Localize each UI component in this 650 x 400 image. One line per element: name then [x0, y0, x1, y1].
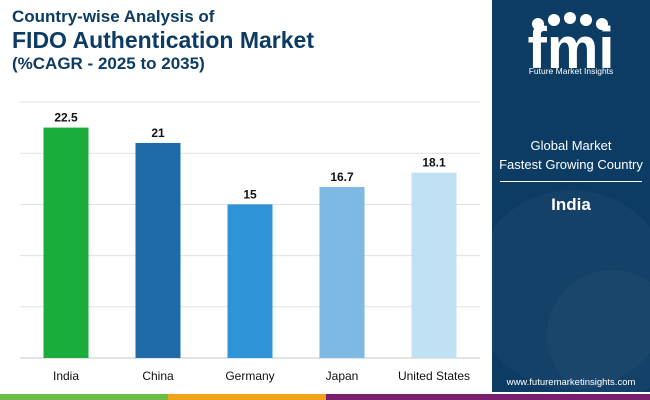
logo-dot-icon — [580, 14, 592, 26]
bottom-bar-segment — [326, 394, 650, 400]
bottom-bar-segment — [0, 394, 168, 400]
bar-chart: 22.5 India 21 China 15 Germany 16.7 Japan 18.1 Un… — [20, 101, 480, 383]
chart-title-line2: FIDO Authentication Market — [12, 27, 314, 53]
logo-dot-icon — [548, 14, 560, 26]
logo-dot-icon — [564, 12, 576, 24]
bar-united-states — [411, 172, 457, 358]
x-tick-label: Germany — [225, 369, 274, 383]
bar-value-label: 21 — [151, 126, 165, 140]
website-link[interactable]: www.futuremarketinsights.com — [506, 377, 636, 388]
bottom-bar-segment — [168, 394, 326, 400]
bar-value-label: 22.5 — [54, 111, 78, 125]
bottom-color-bar — [0, 394, 650, 400]
bar-india — [43, 127, 89, 358]
bar-japan — [319, 186, 365, 358]
chart-title-line1: Country-wise Analysis of — [12, 7, 215, 26]
bar-china — [135, 142, 181, 358]
logo-dot-icon — [532, 18, 544, 30]
bar-value-label: 16.7 — [330, 170, 354, 184]
chart-title-block: Country-wise Analysis of FIDO Authentica… — [12, 7, 482, 74]
x-tick-label: United States — [398, 369, 470, 383]
fastest-growing-country: India — [551, 195, 591, 214]
x-tick-label: India — [53, 369, 79, 383]
logo-dot-icon — [596, 18, 608, 30]
bar-value-label: 18.1 — [422, 156, 446, 170]
fmi-logo: fmi — [528, 12, 615, 78]
bar-value-label: 15 — [243, 187, 257, 201]
side-label-global-market: Global Market — [530, 138, 612, 153]
side-label-fastest-growing: Fastest Growing Country — [499, 157, 643, 172]
chart-subtitle: (%CAGR - 2025 to 2035) — [12, 54, 205, 73]
bar-germany — [227, 204, 273, 358]
divider — [500, 181, 642, 182]
x-tick-label: China — [142, 369, 174, 383]
x-tick-label: Japan — [326, 369, 359, 383]
side-panel: fmi Future Market Insights Global Market… — [492, 0, 650, 392]
brand-name: Future Market Insights — [528, 66, 614, 76]
